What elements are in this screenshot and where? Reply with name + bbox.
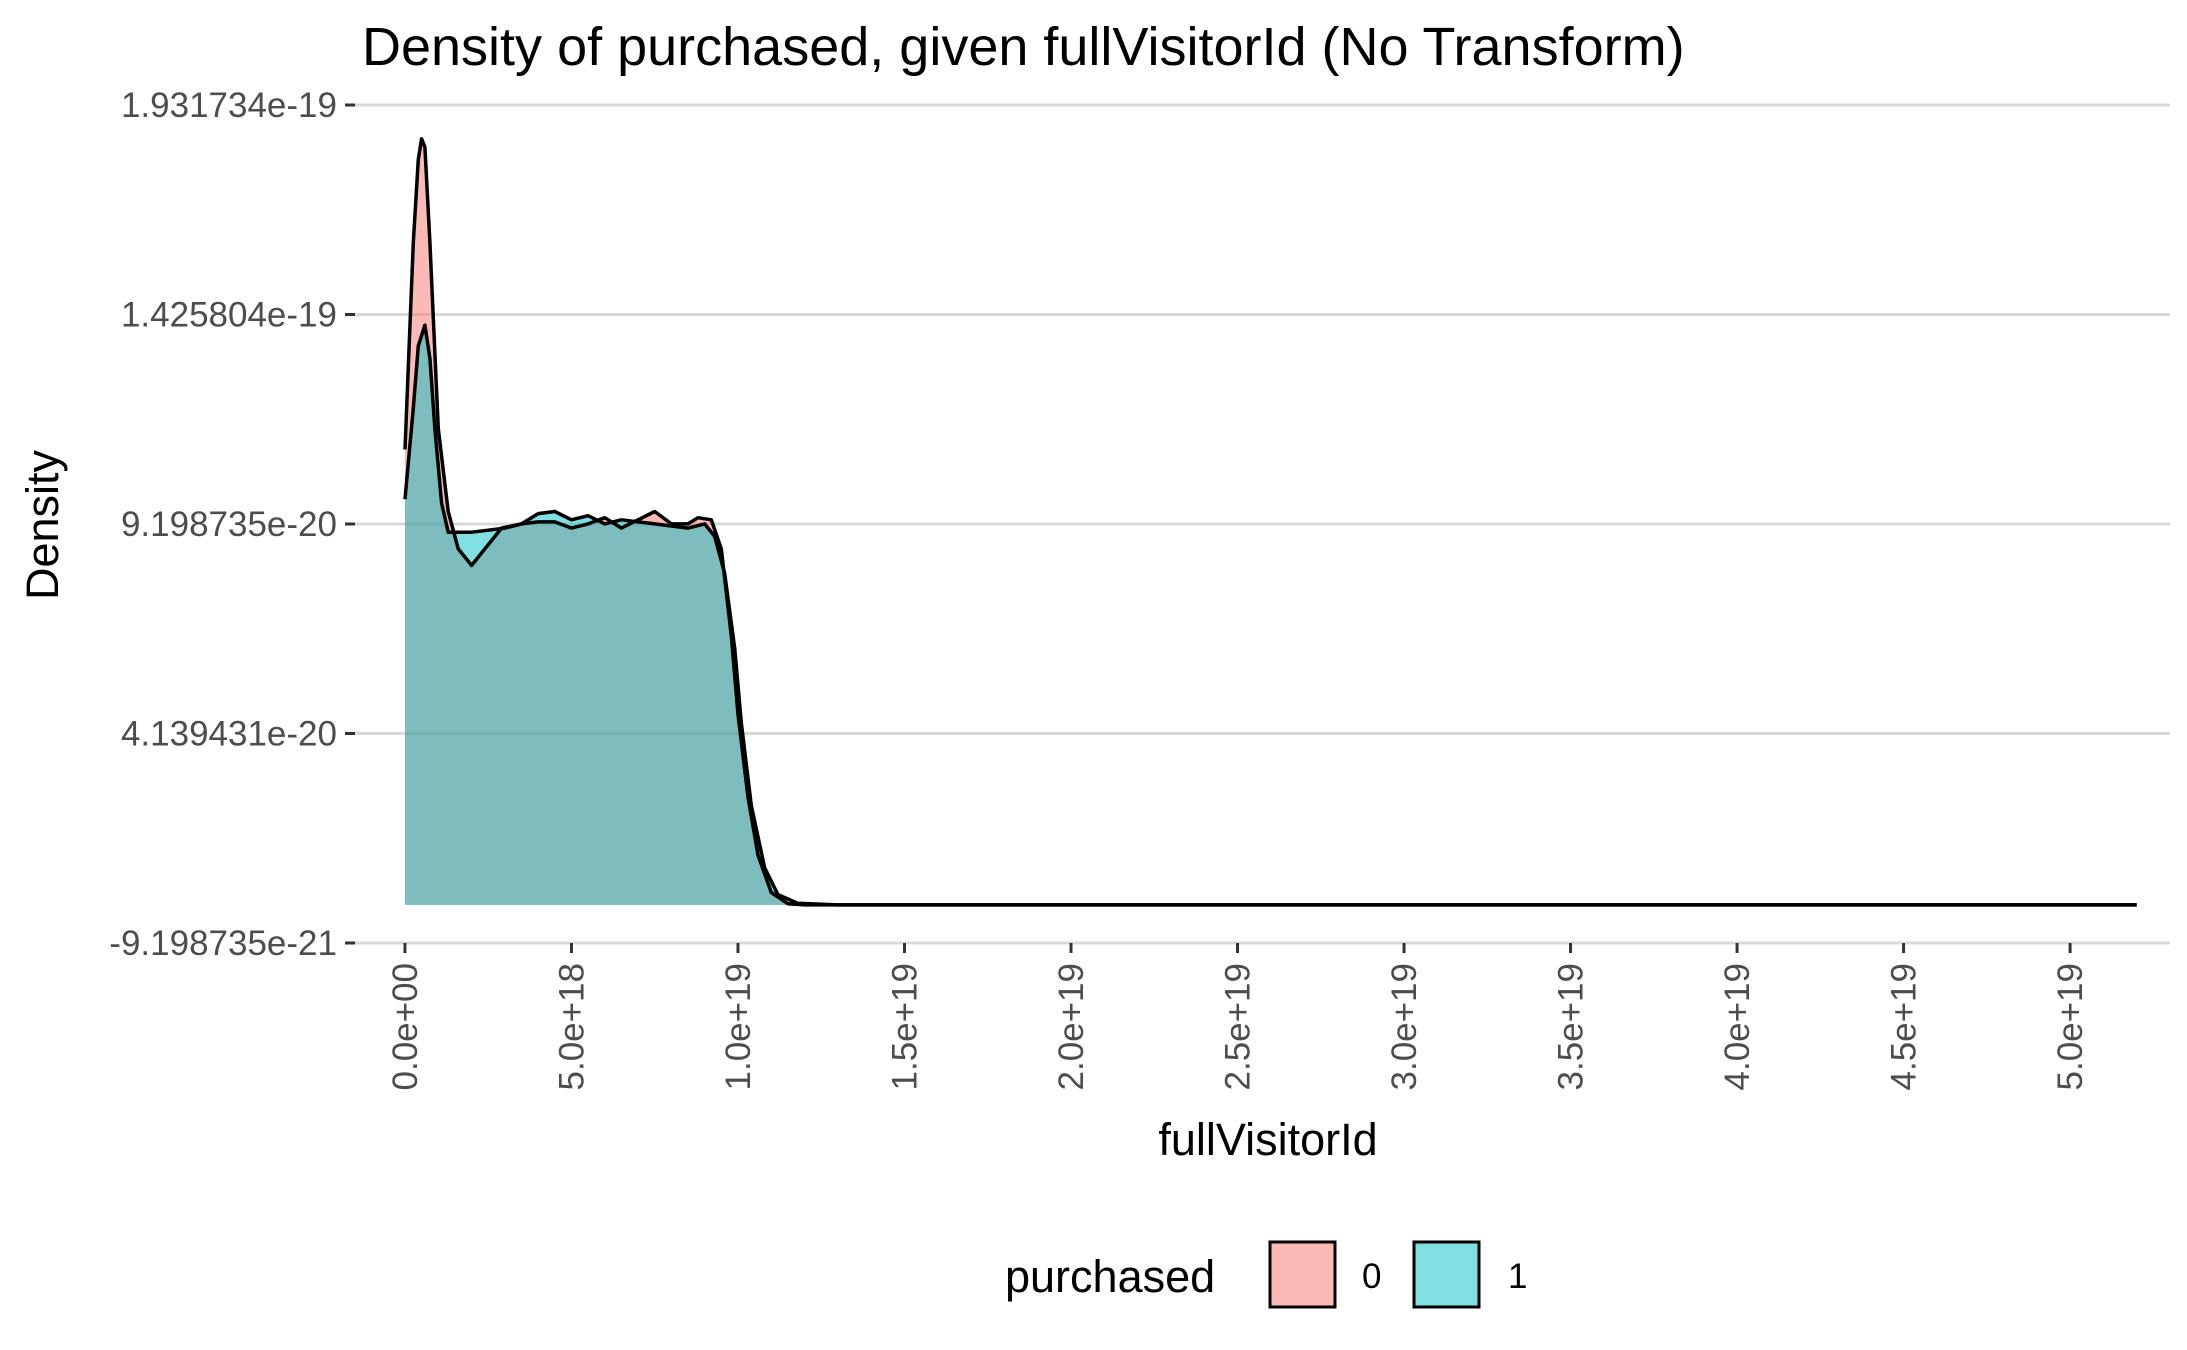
density-areas [403,137,2137,907]
density-area-1 [405,325,2137,905]
y-tick-label: 1.931734e-19 [121,86,337,125]
legend-item-1: 1 [1412,1240,1527,1309]
x-tick-label: 0.0e+00 [386,963,425,1091]
legend-label-0: 0 [1362,1257,1381,1296]
x-tick-label: 4.0e+19 [1718,963,1757,1091]
x-tick-label: 2.0e+19 [1052,963,1091,1091]
legend-title: purchased [1005,1251,1215,1302]
y-axis-title: Density [17,449,68,600]
x-tick-label: 1.5e+19 [885,963,924,1091]
legend-key-1 [1412,1240,1481,1309]
x-tick-label: 3.0e+19 [1385,963,1424,1091]
density-line-1 [403,323,2137,907]
y-tick-label: -9.198735e-21 [109,924,337,963]
x-axis-title: fullVisitorId [1158,1114,1377,1165]
y-tick-label: 4.139431e-20 [121,714,337,753]
x-tick-label: 2.5e+19 [1219,963,1258,1091]
legend-label-1: 1 [1508,1257,1527,1296]
y-tick-label: 9.198735e-20 [121,505,337,544]
x-tick-label: 3.5e+19 [1552,963,1591,1091]
legend: purchased 0 1 [1005,1240,1527,1309]
y-tick-label: 1.425804e-19 [121,295,337,334]
chart-title: Density of purchased, given fullVisitorI… [362,17,1685,77]
axes: -9.198735e-21 4.139431e-20 9.198735e-20 1.4… [109,86,2090,1091]
legend-item-0: 0 [1268,1240,1381,1309]
x-tick-label: 4.5e+19 [1885,963,1924,1091]
x-tick-label: 5.0e+18 [552,963,591,1091]
x-tick-label: 5.0e+19 [2051,963,2090,1091]
x-tick-label: 1.0e+19 [719,963,758,1091]
legend-key-0 [1268,1240,1337,1309]
